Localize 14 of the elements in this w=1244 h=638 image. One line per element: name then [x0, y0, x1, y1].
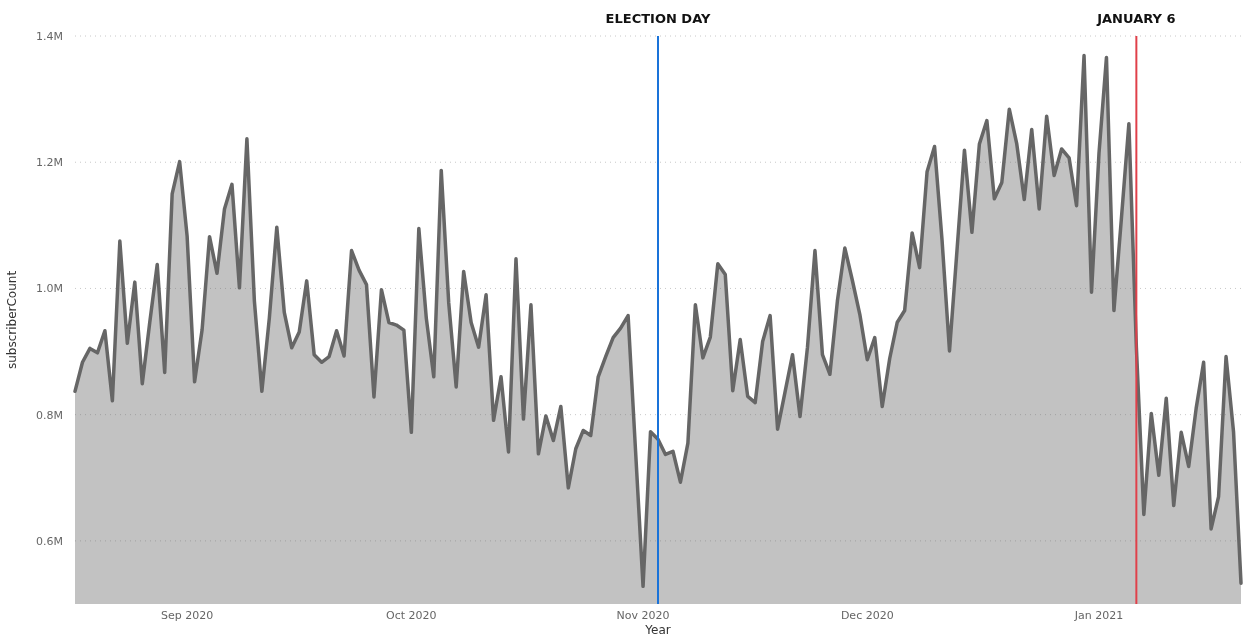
y-tick-label: 1.2M: [36, 156, 63, 170]
x-tick-label: Sep 2020: [161, 609, 214, 622]
ref-line-label: JANUARY 6: [1096, 11, 1176, 26]
y-axis-title: subscriberCount: [5, 270, 19, 370]
y-tick-label: 0.8M: [36, 408, 63, 422]
x-tick-label: Nov 2020: [616, 609, 670, 622]
y-tick-label: 1.4M: [36, 29, 63, 43]
y-tick-label: 1.0M: [36, 282, 63, 296]
y-tick-label: 0.6M: [36, 534, 63, 548]
x-tick-label: Jan 2021: [1073, 609, 1124, 622]
x-axis-title: Year: [644, 623, 671, 637]
ref-line-label: ELECTION DAY: [605, 11, 711, 26]
x-tick-label: Oct 2020: [386, 609, 437, 622]
x-tick-label: Dec 2020: [840, 609, 894, 622]
